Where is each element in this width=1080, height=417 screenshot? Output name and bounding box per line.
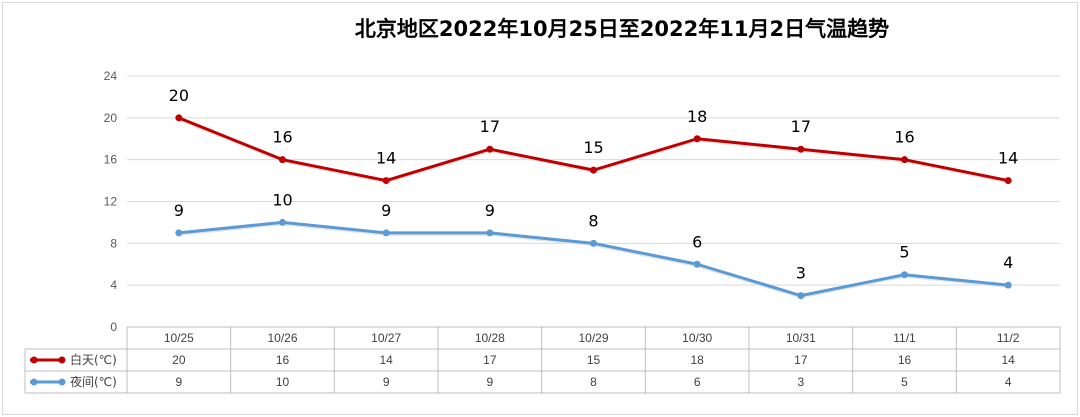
data-labels: 20 16 14 17 15 18 17 16 14 9 10 9 9 8 6 3 5 4 <box>169 86 1019 283</box>
data-point <box>590 239 597 247</box>
y-axis-ticks: 0 4 8 12 16 20 24 <box>104 69 118 334</box>
data-label: 20 <box>169 86 189 105</box>
data-point <box>486 145 494 153</box>
data-label: 3 <box>796 264 806 283</box>
legend-label: 夜间(℃) <box>70 374 117 389</box>
data-label: 14 <box>998 149 1018 168</box>
data-point <box>279 218 286 226</box>
x-tick-label: 10/27 <box>371 331 401 345</box>
data-label: 15 <box>583 138 603 157</box>
y-tick-label: 24 <box>104 69 118 83</box>
data-point <box>693 260 701 268</box>
y-tick-label: 0 <box>110 320 117 334</box>
legend-key-marker <box>58 356 66 364</box>
data-point <box>693 135 701 143</box>
x-tick-label: 10/26 <box>267 331 297 345</box>
data-label: 16 <box>272 128 292 147</box>
data-label: 8 <box>588 211 598 230</box>
data-label: 10 <box>272 190 292 209</box>
x-tick-label: 10/25 <box>164 331 194 345</box>
legend-key-marker <box>30 378 38 386</box>
data-label: 18 <box>687 107 707 126</box>
data-label: 14 <box>376 149 396 168</box>
data-point <box>901 271 908 279</box>
table-cell: 14 <box>379 353 393 367</box>
data-label: 4 <box>1003 253 1013 272</box>
table-cell: 18 <box>690 353 704 367</box>
series-shadow <box>178 223 1009 299</box>
table-cell: 5 <box>901 375 908 389</box>
table-cell: 3 <box>797 375 804 389</box>
table-cell: 9 <box>383 375 390 389</box>
table-cell: 9 <box>486 375 493 389</box>
table-cell: 16 <box>276 353 290 367</box>
data-point <box>486 229 494 237</box>
data-point <box>901 156 908 164</box>
data-label: 5 <box>899 243 909 262</box>
data-point <box>279 156 286 164</box>
y-tick-label: 8 <box>110 236 117 250</box>
chart-title: 北京地区2022年10月25日至2022年11月2日气温趋势 <box>355 17 889 41</box>
y-tick-label: 12 <box>104 195 118 209</box>
data-label: 17 <box>791 117 811 136</box>
x-tick-label: 10/29 <box>578 331 608 345</box>
table-cell: 6 <box>694 375 701 389</box>
series-line <box>178 220 1009 298</box>
data-label: 9 <box>381 201 391 220</box>
data-table: 10/25 10/26 10/27 10/28 10/29 10/30 10/31 11/1 1… <box>24 326 1061 394</box>
data-point <box>1004 177 1012 185</box>
table-cell: 17 <box>483 353 497 367</box>
data-label: 6 <box>692 232 702 251</box>
x-tick-label: 10/31 <box>786 331 816 345</box>
data-label: 17 <box>480 117 500 136</box>
data-point <box>175 114 183 122</box>
table-cell: 4 <box>1005 375 1012 389</box>
x-tick-label: 10/28 <box>475 331 505 345</box>
table-cell: 8 <box>590 375 597 389</box>
legend-label: 白天(℃) <box>70 352 117 367</box>
legend-key-marker <box>58 378 66 386</box>
x-tick-label: 10/30 <box>682 331 712 345</box>
x-tick-label: 11/1 <box>893 331 916 345</box>
gridlines <box>127 75 1060 328</box>
legend-key-marker <box>30 356 38 364</box>
data-point <box>590 166 597 174</box>
table-cell: 15 <box>587 353 601 367</box>
table-cell: 17 <box>794 353 808 367</box>
series-lines <box>175 114 1012 300</box>
table-cell: 20 <box>172 353 186 367</box>
y-tick-label: 4 <box>110 278 117 292</box>
table-cell: 10 <box>276 375 290 389</box>
table-cell: 14 <box>1001 353 1015 367</box>
data-point <box>175 229 183 237</box>
data-point <box>1004 281 1012 289</box>
data-point <box>797 292 805 300</box>
data-label: 9 <box>174 201 184 220</box>
data-point <box>797 145 805 153</box>
y-tick-label: 20 <box>104 111 118 125</box>
data-label: 16 <box>894 128 914 147</box>
table-cell: 9 <box>175 375 182 389</box>
data-point <box>382 177 390 185</box>
data-point <box>382 229 390 237</box>
y-tick-label: 16 <box>104 153 118 167</box>
data-label: 9 <box>485 201 495 220</box>
table-cell: 16 <box>898 353 912 367</box>
x-tick-label: 11/2 <box>997 331 1020 345</box>
